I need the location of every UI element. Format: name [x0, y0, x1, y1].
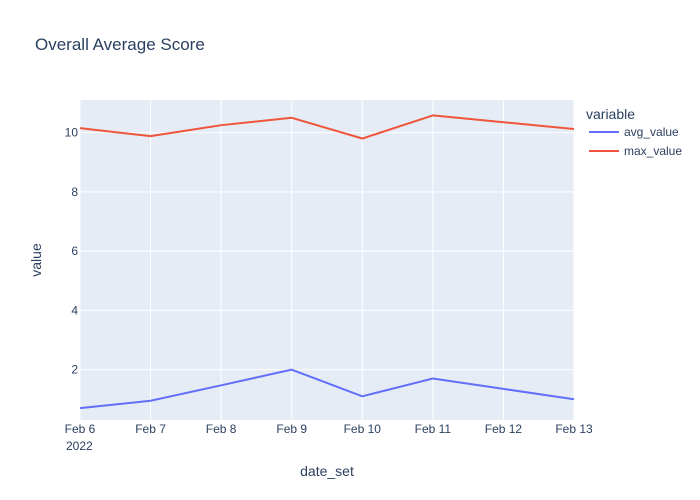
x-tick-label: Feb 12 [485, 422, 523, 436]
y-tick-label: 10 [65, 126, 79, 140]
x-tick-label: Feb 6 [65, 422, 96, 436]
y-tick-label: 2 [71, 363, 78, 377]
y-tick-label: 6 [71, 244, 78, 258]
y-tick-label: 4 [71, 303, 78, 317]
y-axis-ticks: 2 4 6 8 10 [65, 126, 79, 377]
x-tick-label: Feb 7 [135, 422, 166, 436]
x-tick-label: Feb 13 [555, 422, 593, 436]
legend-label-max_value: max_value [624, 144, 682, 158]
series-layer [79, 114, 575, 410]
x-tick-label: Feb 9 [276, 422, 307, 436]
y-tick-label: 8 [71, 185, 78, 199]
x-axis-ticks: Feb 6 Feb 7 Feb 8 Feb 9 Feb 10 Feb 11 Feb 12 Fe… [65, 422, 593, 436]
chart-title: Overall Average Score [35, 35, 205, 54]
x-tick-label: Feb 11 [415, 422, 452, 436]
legend-label-avg_value: avg_value [624, 125, 679, 139]
gridlines [79, 100, 575, 420]
plot-area [80, 100, 574, 420]
series-line-avg_value [79, 368, 575, 410]
y-axis-title: value [28, 243, 44, 277]
x-axis-title: date_set [300, 463, 354, 479]
x-axis-year-label: 2022 [66, 439, 93, 453]
legend: variable avg_value max_value [586, 106, 682, 158]
series-line-max_value [79, 114, 575, 140]
x-tick-label: Feb 8 [206, 422, 237, 436]
legend-title: variable [586, 106, 635, 122]
x-tick-label: Feb 10 [344, 422, 382, 436]
